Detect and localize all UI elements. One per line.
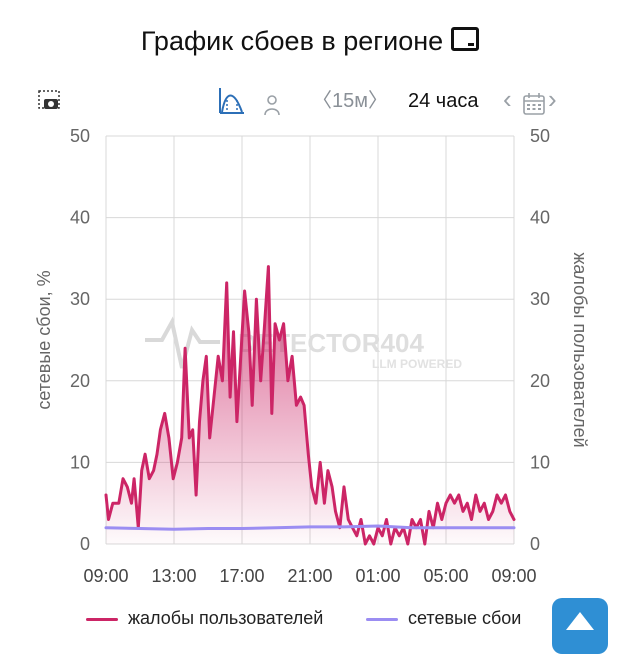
legend-swatch-outages: [366, 617, 398, 621]
x-tick-label: 13:00: [151, 566, 196, 586]
y-tick-right: 20: [530, 371, 550, 391]
outage-chart: DETECTOR404 LLM POWERED 0 0 10 10 20 20 30 30 40…: [34, 126, 590, 586]
legend-item-outages[interactable]: сетевые сбои: [366, 606, 521, 630]
camera-icon[interactable]: [38, 90, 62, 112]
watermark: DETECTOR404 LLM POWERED: [145, 316, 462, 371]
y-tick-left: 50: [70, 126, 90, 146]
next-period-button[interactable]: ›: [548, 84, 557, 114]
legend-label-complaints: жалобы пользователей: [128, 608, 324, 628]
tv-icon: [451, 27, 480, 51]
x-tick-label: 05:00: [423, 566, 468, 586]
y-tick-left: 10: [70, 452, 90, 472]
y-axis-title-right: жалобы пользователей: [570, 252, 590, 447]
y-axis-title-left: сетевые сбои, %: [34, 270, 54, 409]
x-tick-label: 01:00: [355, 566, 400, 586]
complaints-line: [104, 265, 516, 546]
calendar-icon[interactable]: [522, 89, 546, 119]
y-tick-right: 50: [530, 126, 550, 146]
y-tick-right: 30: [530, 289, 550, 309]
range-selector[interactable]: 〈15м〉: [312, 90, 388, 112]
period-label: 24 часа: [408, 90, 479, 112]
x-tick-label: 21:00: [287, 566, 332, 586]
legend-item-complaints[interactable]: жалобы пользователей: [86, 606, 323, 630]
legend-label-outages: сетевые сбои: [408, 608, 522, 628]
y-tick-left: 0: [80, 534, 90, 554]
y-tick-left: 40: [70, 208, 90, 228]
x-tick-label: 09:00: [83, 566, 128, 586]
y-tick-left: 20: [70, 371, 90, 391]
page-title: График сбоев в регионе: [0, 26, 620, 57]
outages-line: [104, 524, 516, 531]
y-tick-right: 0: [530, 534, 540, 554]
scroll-to-top-button[interactable]: [552, 598, 608, 654]
chart-toolbar: 〈15м〉 24 часа ‹ ›: [0, 84, 620, 119]
area-chart-icon[interactable]: [218, 86, 246, 116]
complaints-area: [106, 266, 514, 544]
page-title-text: График сбоев в регионе: [140, 26, 444, 56]
y-tick-left: 30: [70, 289, 90, 309]
legend-swatch-complaints: [86, 617, 118, 621]
y-tick-right: 10: [530, 452, 550, 472]
person-icon[interactable]: [263, 90, 281, 120]
watermark-subtitle: LLM POWERED: [372, 357, 462, 371]
chart-legend: жалобы пользователей сетевые сбои: [0, 606, 620, 630]
x-tick-label: 09:00: [491, 566, 536, 586]
prev-period-button[interactable]: ‹: [503, 84, 512, 114]
y-tick-right: 40: [530, 208, 550, 228]
x-tick-label: 17:00: [219, 566, 264, 586]
